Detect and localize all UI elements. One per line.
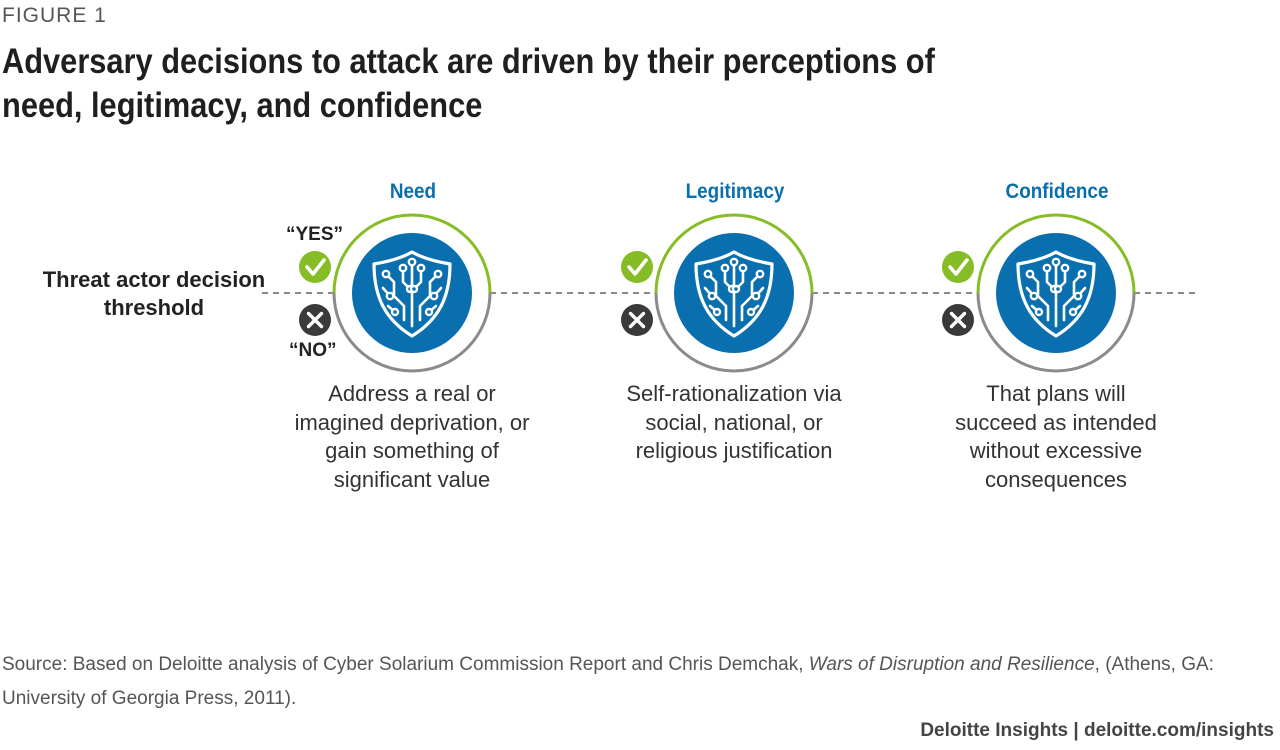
x-mark-icon	[940, 302, 976, 338]
source-suffix: , (Athens, GA: University of Georgia Pre…	[2, 654, 1214, 709]
source-prefix: Source: Based on Deloitte analysis of Cy…	[2, 654, 809, 675]
need-node	[297, 213, 492, 373]
checkmark-icon	[940, 249, 976, 285]
confidence-yes-arc	[976, 213, 1136, 294]
confidence-description: That plans will succeed as intended with…	[955, 381, 1157, 492]
checkmark-icon	[619, 249, 655, 285]
need-title: Need	[389, 180, 437, 203]
figure-label: FIGURE 1	[2, 4, 107, 27]
source-note: Source: Based on Deloitte analysis of Cy…	[2, 648, 1242, 716]
x-mark-icon	[297, 302, 333, 338]
legitimacy-yes-arc	[654, 213, 814, 294]
need-description: Address a real or imagined deprivation, …	[294, 381, 530, 492]
legitimacy-no-arc	[654, 292, 814, 373]
checkmark-icon	[297, 249, 333, 285]
legitimacy-title: Legitimacy	[685, 180, 785, 203]
need-no-arc	[332, 292, 492, 373]
confidence-no-arc	[976, 292, 1136, 373]
legitimacy-description: Self-rationalization via social, nationa…	[626, 381, 842, 463]
legitimacy-node	[619, 213, 814, 373]
no-label: “NO”	[289, 340, 337, 361]
source-book-title: Wars of Disruption and Resilience	[808, 654, 1095, 675]
x-mark-icon	[619, 302, 655, 338]
threshold-label: Threat actor decision threshold	[42, 267, 266, 320]
confidence-node	[940, 213, 1136, 373]
figure-title: Adversary decisions to attack are driven…	[2, 42, 935, 125]
confidence-title: Confidence	[1005, 180, 1109, 203]
need-yes-arc	[332, 213, 492, 294]
yes-label: “YES”	[286, 224, 344, 245]
publisher-credit: Deloitte Insights | deloitte.com/insight…	[920, 720, 1274, 741]
